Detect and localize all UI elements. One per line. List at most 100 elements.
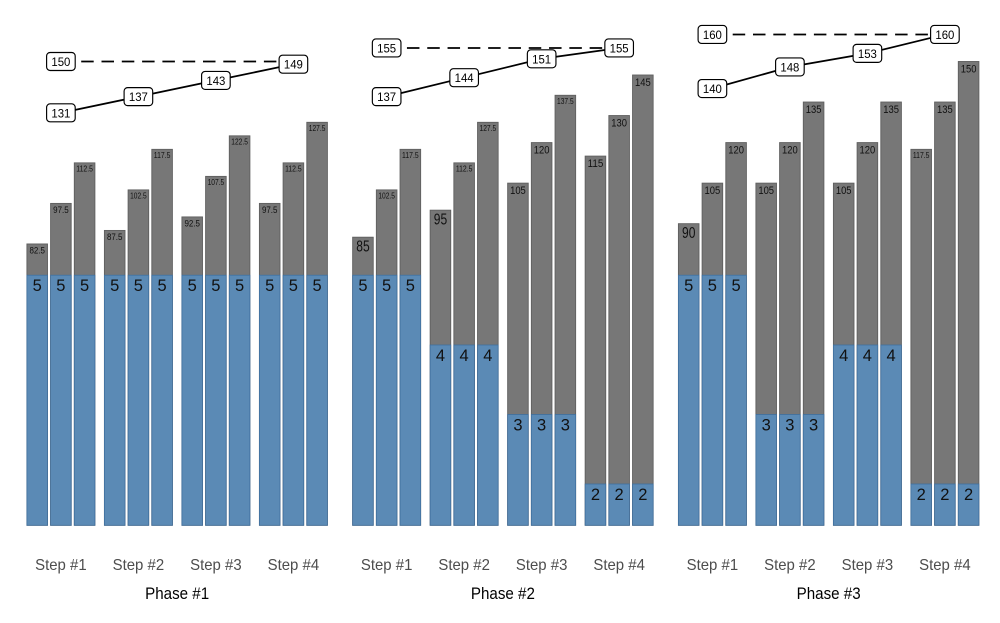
svg-text:127.5: 127.5 [309,124,326,133]
svg-text:112.5: 112.5 [456,165,473,174]
svg-text:153: 153 [858,48,877,61]
svg-text:120: 120 [728,145,744,157]
svg-text:Step #1: Step #1 [361,557,413,574]
svg-text:151: 151 [532,53,551,66]
svg-text:5: 5 [708,277,717,295]
svg-text:5: 5 [358,277,367,295]
svg-text:92.5: 92.5 [184,218,200,229]
svg-text:Step #1: Step #1 [687,557,739,574]
svg-text:82.5: 82.5 [29,245,45,256]
svg-text:105: 105 [836,185,852,197]
svg-text:Step #1: Step #1 [35,557,87,574]
svg-text:2: 2 [638,486,647,504]
svg-text:4: 4 [863,347,872,365]
svg-text:105: 105 [705,185,721,197]
svg-text:155: 155 [377,42,396,55]
svg-text:4: 4 [483,347,492,365]
svg-text:155: 155 [610,42,629,55]
svg-text:2: 2 [940,486,949,504]
svg-text:131: 131 [51,107,70,120]
svg-text:5: 5 [134,277,143,295]
svg-text:130: 130 [611,118,627,130]
svg-text:5: 5 [56,277,65,295]
svg-text:120: 120 [860,145,876,157]
svg-text:2: 2 [615,486,624,504]
svg-text:107.5: 107.5 [208,178,225,187]
svg-text:5: 5 [289,277,298,295]
svg-text:122.5: 122.5 [231,138,248,147]
svg-text:145: 145 [635,77,651,89]
svg-text:Step #4: Step #4 [268,557,320,574]
svg-text:2: 2 [917,486,926,504]
svg-text:5: 5 [80,277,89,295]
svg-text:5: 5 [313,277,322,295]
svg-text:Step #3: Step #3 [516,557,568,574]
svg-text:Step #2: Step #2 [764,557,816,574]
svg-text:5: 5 [265,277,274,295]
svg-text:Step #4: Step #4 [919,557,971,574]
svg-text:105: 105 [510,185,526,197]
svg-text:112.5: 112.5 [76,165,93,174]
svg-text:112.5: 112.5 [285,165,302,174]
svg-text:137: 137 [377,91,396,104]
svg-text:Phase #2: Phase #2 [471,584,535,603]
svg-text:5: 5 [382,277,391,295]
svg-text:3: 3 [809,417,818,435]
svg-text:135: 135 [883,104,899,116]
svg-text:102.5: 102.5 [378,192,395,201]
svg-text:85: 85 [356,238,370,255]
svg-text:97.5: 97.5 [53,204,69,215]
svg-text:115: 115 [588,158,604,170]
svg-text:150: 150 [961,64,977,76]
svg-text:5: 5 [33,277,42,295]
svg-text:5: 5 [732,277,741,295]
svg-text:3: 3 [513,417,522,435]
svg-text:Phase #1: Phase #1 [145,584,209,603]
svg-text:90: 90 [682,225,696,242]
svg-text:143: 143 [206,75,225,88]
svg-text:5: 5 [158,277,167,295]
svg-text:Step #3: Step #3 [842,557,894,574]
svg-text:4: 4 [460,347,469,365]
svg-text:135: 135 [806,104,822,116]
svg-text:5: 5 [211,277,220,295]
svg-text:5: 5 [684,277,693,295]
svg-text:117.5: 117.5 [154,151,171,160]
svg-text:160: 160 [935,29,954,42]
svg-text:160: 160 [703,29,722,42]
svg-text:5: 5 [188,277,197,295]
svg-text:102.5: 102.5 [130,192,147,201]
svg-text:Step #2: Step #2 [438,557,490,574]
svg-text:4: 4 [887,347,896,365]
svg-text:5: 5 [235,277,244,295]
svg-text:Step #2: Step #2 [113,557,165,574]
svg-text:127.5: 127.5 [480,124,497,133]
svg-text:140: 140 [703,83,722,96]
svg-text:3: 3 [762,417,771,435]
svg-text:117.5: 117.5 [402,151,419,160]
svg-text:87.5: 87.5 [107,231,123,242]
svg-text:2: 2 [591,486,600,504]
svg-text:135: 135 [937,104,953,116]
svg-text:150: 150 [51,56,70,69]
svg-text:Step #3: Step #3 [190,557,242,574]
svg-text:120: 120 [534,145,550,157]
svg-text:3: 3 [537,417,546,435]
svg-text:Step #4: Step #4 [593,557,645,574]
svg-text:2: 2 [964,486,973,504]
svg-text:144: 144 [455,72,475,85]
svg-text:120: 120 [782,145,798,157]
svg-text:Phase #3: Phase #3 [797,584,861,603]
svg-text:95: 95 [434,211,448,228]
svg-text:5: 5 [110,277,119,295]
svg-text:3: 3 [785,417,794,435]
svg-text:5: 5 [406,277,415,295]
svg-text:3: 3 [561,417,570,435]
svg-text:148: 148 [780,61,799,74]
svg-text:117.5: 117.5 [913,151,930,160]
svg-text:137: 137 [129,91,148,104]
svg-text:149: 149 [284,59,303,72]
svg-text:97.5: 97.5 [262,204,278,215]
svg-text:4: 4 [839,347,848,365]
svg-text:137.5: 137.5 [557,97,574,106]
